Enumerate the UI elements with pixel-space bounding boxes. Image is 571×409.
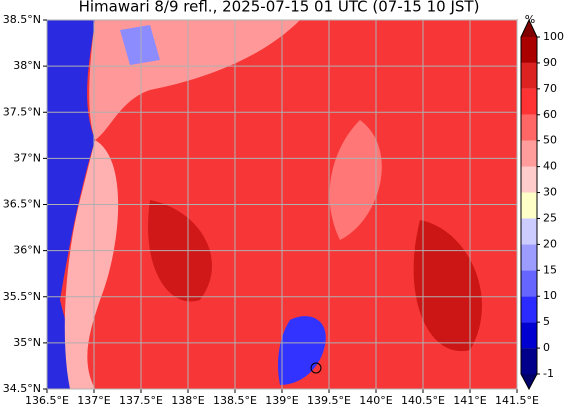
x-tick-label: 137.5°E	[119, 394, 163, 407]
colorbar-tick-label: 10	[543, 289, 557, 302]
colorbar-tick-label: 70	[543, 82, 557, 95]
x-tick-label: 139.5°E	[307, 394, 351, 407]
colorbar-segment	[521, 322, 537, 349]
colorbar-segment	[521, 270, 537, 297]
colorbar-segment	[521, 218, 537, 245]
colorbar-over	[521, 20, 537, 37]
x-tick-label: 139°E	[265, 394, 298, 407]
y-tick-label: 38°N	[13, 59, 41, 72]
x-tick-label: 136.5°E	[25, 394, 69, 407]
colorbar-tick-label: 0	[543, 341, 550, 354]
y-tick-label: 37.5°N	[3, 105, 41, 118]
x-tick-label: 141.5°E	[495, 394, 539, 407]
x-tick-label: 140°E	[359, 394, 392, 407]
y-tick-label: 36.5°N	[3, 198, 41, 211]
colorbar-tick-label: 40	[543, 160, 557, 173]
colorbar-tick-label: 25	[543, 211, 557, 224]
colorbar-segment	[521, 37, 537, 63]
colorbar-segment	[521, 114, 537, 141]
colorbar-segment	[521, 88, 537, 115]
x-tick-label: 140.5°E	[401, 394, 445, 407]
x-tick-label: 138°E	[171, 394, 204, 407]
colorbar-segment	[521, 62, 537, 89]
colorbar-under	[521, 374, 537, 389]
y-tick-label: 35.5°N	[3, 290, 41, 303]
y-tick-label: 36°N	[13, 244, 41, 257]
colorbar-tick-label: 100	[543, 30, 564, 43]
chart-title: Himawari 8/9 refl., 2025-07-15 01 UTC (0…	[79, 0, 480, 16]
colorbar-tick-label: -1	[543, 367, 554, 380]
colorbar-segment	[521, 348, 537, 374]
y-tick-label: 37°N	[13, 151, 41, 164]
colorbar-tick-label: 20	[543, 237, 557, 250]
colorbar-tick-label: 15	[543, 263, 557, 276]
y-tick-label: 35°N	[13, 336, 41, 349]
x-tick-label: 137°E	[77, 394, 110, 407]
y-tick-label: 38.5°N	[3, 13, 41, 26]
x-tick-label: 141°E	[453, 394, 486, 407]
colorbar-tick-label: 90	[543, 56, 557, 69]
colorbar-segment	[521, 140, 537, 167]
colorbar-tick-label: 50	[543, 134, 557, 147]
colorbar-tick-label: 60	[543, 108, 557, 121]
colorbar-segment	[521, 192, 537, 219]
colorbar-label: %	[525, 13, 535, 26]
colorbar-tick-label: 30	[543, 186, 557, 199]
colorbar-segment	[521, 296, 537, 323]
colorbar-segment	[521, 244, 537, 271]
colorbar-tick-label: 5	[543, 315, 550, 328]
colorbar-segment	[521, 166, 537, 193]
y-tick-label: 34.5°N	[3, 382, 41, 395]
x-tick-label: 138.5°E	[213, 394, 257, 407]
